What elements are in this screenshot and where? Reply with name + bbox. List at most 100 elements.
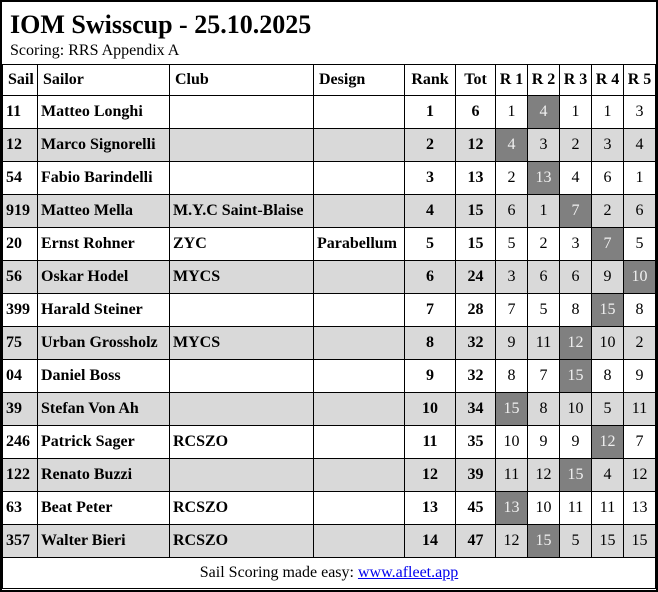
rank-cell: 3 xyxy=(404,161,456,195)
sail-number-cell: 11 xyxy=(2,95,38,129)
race-score-cell: 9 xyxy=(495,326,528,360)
column-header-r4: R 4 xyxy=(591,64,624,96)
total-points-cell: 35 xyxy=(455,425,496,459)
race-score-cell: 9 xyxy=(623,359,656,393)
race-score-cell-discarded: 12 xyxy=(559,326,592,360)
rank-cell: 5 xyxy=(404,227,456,261)
race-score-cell: 1 xyxy=(623,161,656,195)
sailor-name-cell: Marco Signorelli xyxy=(37,128,170,162)
club-cell xyxy=(169,161,314,195)
sailor-name-cell: Fabio Barindelli xyxy=(37,161,170,195)
race-score-cell: 1 xyxy=(591,95,624,129)
table-row: 122 Renato Buzzi 12 39 11 12 15 4 12 xyxy=(2,458,656,492)
race-score-cell: 8 xyxy=(495,359,528,393)
club-cell: ZYC xyxy=(169,227,314,261)
total-points-cell: 32 xyxy=(455,359,496,393)
design-cell xyxy=(313,359,405,393)
column-header-sailor: Sailor xyxy=(37,64,170,96)
afleet-link[interactable]: www.afleet.app xyxy=(357,564,459,581)
sail-number-cell: 39 xyxy=(2,392,38,426)
race-score-cell: 11 xyxy=(591,491,624,525)
column-header-rank: Rank xyxy=(404,64,456,96)
race-score-cell-discarded: 15 xyxy=(527,524,560,558)
column-header-r1: R 1 xyxy=(495,64,528,96)
sail-number-cell: 122 xyxy=(2,458,38,492)
race-score-cell: 4 xyxy=(559,161,592,195)
column-header-design: Design xyxy=(313,64,405,96)
race-score-cell: 9 xyxy=(559,425,592,459)
race-score-cell: 5 xyxy=(591,392,624,426)
total-points-cell: 6 xyxy=(455,95,496,129)
rank-cell: 7 xyxy=(404,293,456,327)
column-header-tot: Tot xyxy=(455,64,496,96)
table-row: 39 Stefan Von Ah 10 34 15 8 10 5 11 xyxy=(2,392,656,426)
race-score-cell-discarded: 12 xyxy=(591,425,624,459)
column-header-r5: R 5 xyxy=(623,64,656,96)
race-score-cell: 4 xyxy=(623,128,656,162)
race-score-cell: 5 xyxy=(495,227,528,261)
race-score-cell: 3 xyxy=(623,95,656,129)
footer-row: Sail Scoring made easy: www.afleet.app xyxy=(2,557,656,589)
total-points-cell: 13 xyxy=(455,161,496,195)
race-score-cell: 7 xyxy=(495,293,528,327)
total-points-cell: 15 xyxy=(455,194,496,228)
rank-cell: 11 xyxy=(404,425,456,459)
club-cell xyxy=(169,392,314,426)
table-row: 54 Fabio Barindelli 3 13 2 13 4 6 1 xyxy=(2,161,656,195)
race-score-cell: 12 xyxy=(623,458,656,492)
table-row: 12 Marco Signorelli 2 12 4 3 2 3 4 xyxy=(2,128,656,162)
club-cell: RCSZO xyxy=(169,491,314,525)
rank-cell: 10 xyxy=(404,392,456,426)
title-block: IOM Swisscup - 25.10.2025 Scoring: RRS A… xyxy=(2,2,656,64)
sailor-name-cell: Renato Buzzi xyxy=(37,458,170,492)
race-score-cell: 7 xyxy=(623,425,656,459)
sail-number-cell: 919 xyxy=(2,194,38,228)
sailor-name-cell: Matteo Mella xyxy=(37,194,170,228)
race-score-cell: 6 xyxy=(559,260,592,294)
race-score-cell: 4 xyxy=(591,458,624,492)
rank-cell: 6 xyxy=(404,260,456,294)
column-header-sail: Sail xyxy=(2,64,38,96)
table-row: 357 Walter Bieri RCSZO 14 47 12 15 5 15 15 xyxy=(2,524,656,558)
race-score-cell-discarded: 15 xyxy=(591,293,624,327)
race-score-cell: 9 xyxy=(527,425,560,459)
design-cell xyxy=(313,95,405,129)
race-score-cell-discarded: 13 xyxy=(527,161,560,195)
sail-number-cell: 54 xyxy=(2,161,38,195)
race-score-cell-discarded: 15 xyxy=(559,359,592,393)
design-cell: Parabellum xyxy=(313,227,405,261)
race-score-cell-discarded: 10 xyxy=(623,260,656,294)
total-points-cell: 15 xyxy=(455,227,496,261)
race-score-cell: 2 xyxy=(527,227,560,261)
sail-number-cell: 20 xyxy=(2,227,38,261)
race-score-cell: 11 xyxy=(495,458,528,492)
sailor-name-cell: Urban Grossholz xyxy=(37,326,170,360)
footer-cell: Sail Scoring made easy: www.afleet.app xyxy=(2,557,656,589)
design-cell xyxy=(313,293,405,327)
table-row: 399 Harald Steiner 7 28 7 5 8 15 8 xyxy=(2,293,656,327)
race-score-cell: 3 xyxy=(527,128,560,162)
race-score-cell: 1 xyxy=(527,194,560,228)
total-points-cell: 45 xyxy=(455,491,496,525)
sailor-name-cell: Harald Steiner xyxy=(37,293,170,327)
table-row: 63 Beat Peter RCSZO 13 45 13 10 11 11 13 xyxy=(2,491,656,525)
sailor-name-cell: Matteo Longhi xyxy=(37,95,170,129)
sail-number-cell: 56 xyxy=(2,260,38,294)
rank-cell: 13 xyxy=(404,491,456,525)
race-score-cell: 10 xyxy=(527,491,560,525)
race-score-cell: 11 xyxy=(527,326,560,360)
total-points-cell: 39 xyxy=(455,458,496,492)
race-score-cell: 12 xyxy=(495,524,528,558)
race-score-cell: 6 xyxy=(623,194,656,228)
race-score-cell: 5 xyxy=(527,293,560,327)
race-score-cell: 13 xyxy=(623,491,656,525)
sailor-name-cell: Daniel Boss xyxy=(37,359,170,393)
race-score-cell-discarded: 15 xyxy=(495,392,528,426)
race-score-cell: 8 xyxy=(527,392,560,426)
race-score-cell-discarded: 13 xyxy=(495,491,528,525)
sail-number-cell: 75 xyxy=(2,326,38,360)
race-score-cell: 2 xyxy=(495,161,528,195)
club-cell: RCSZO xyxy=(169,425,314,459)
